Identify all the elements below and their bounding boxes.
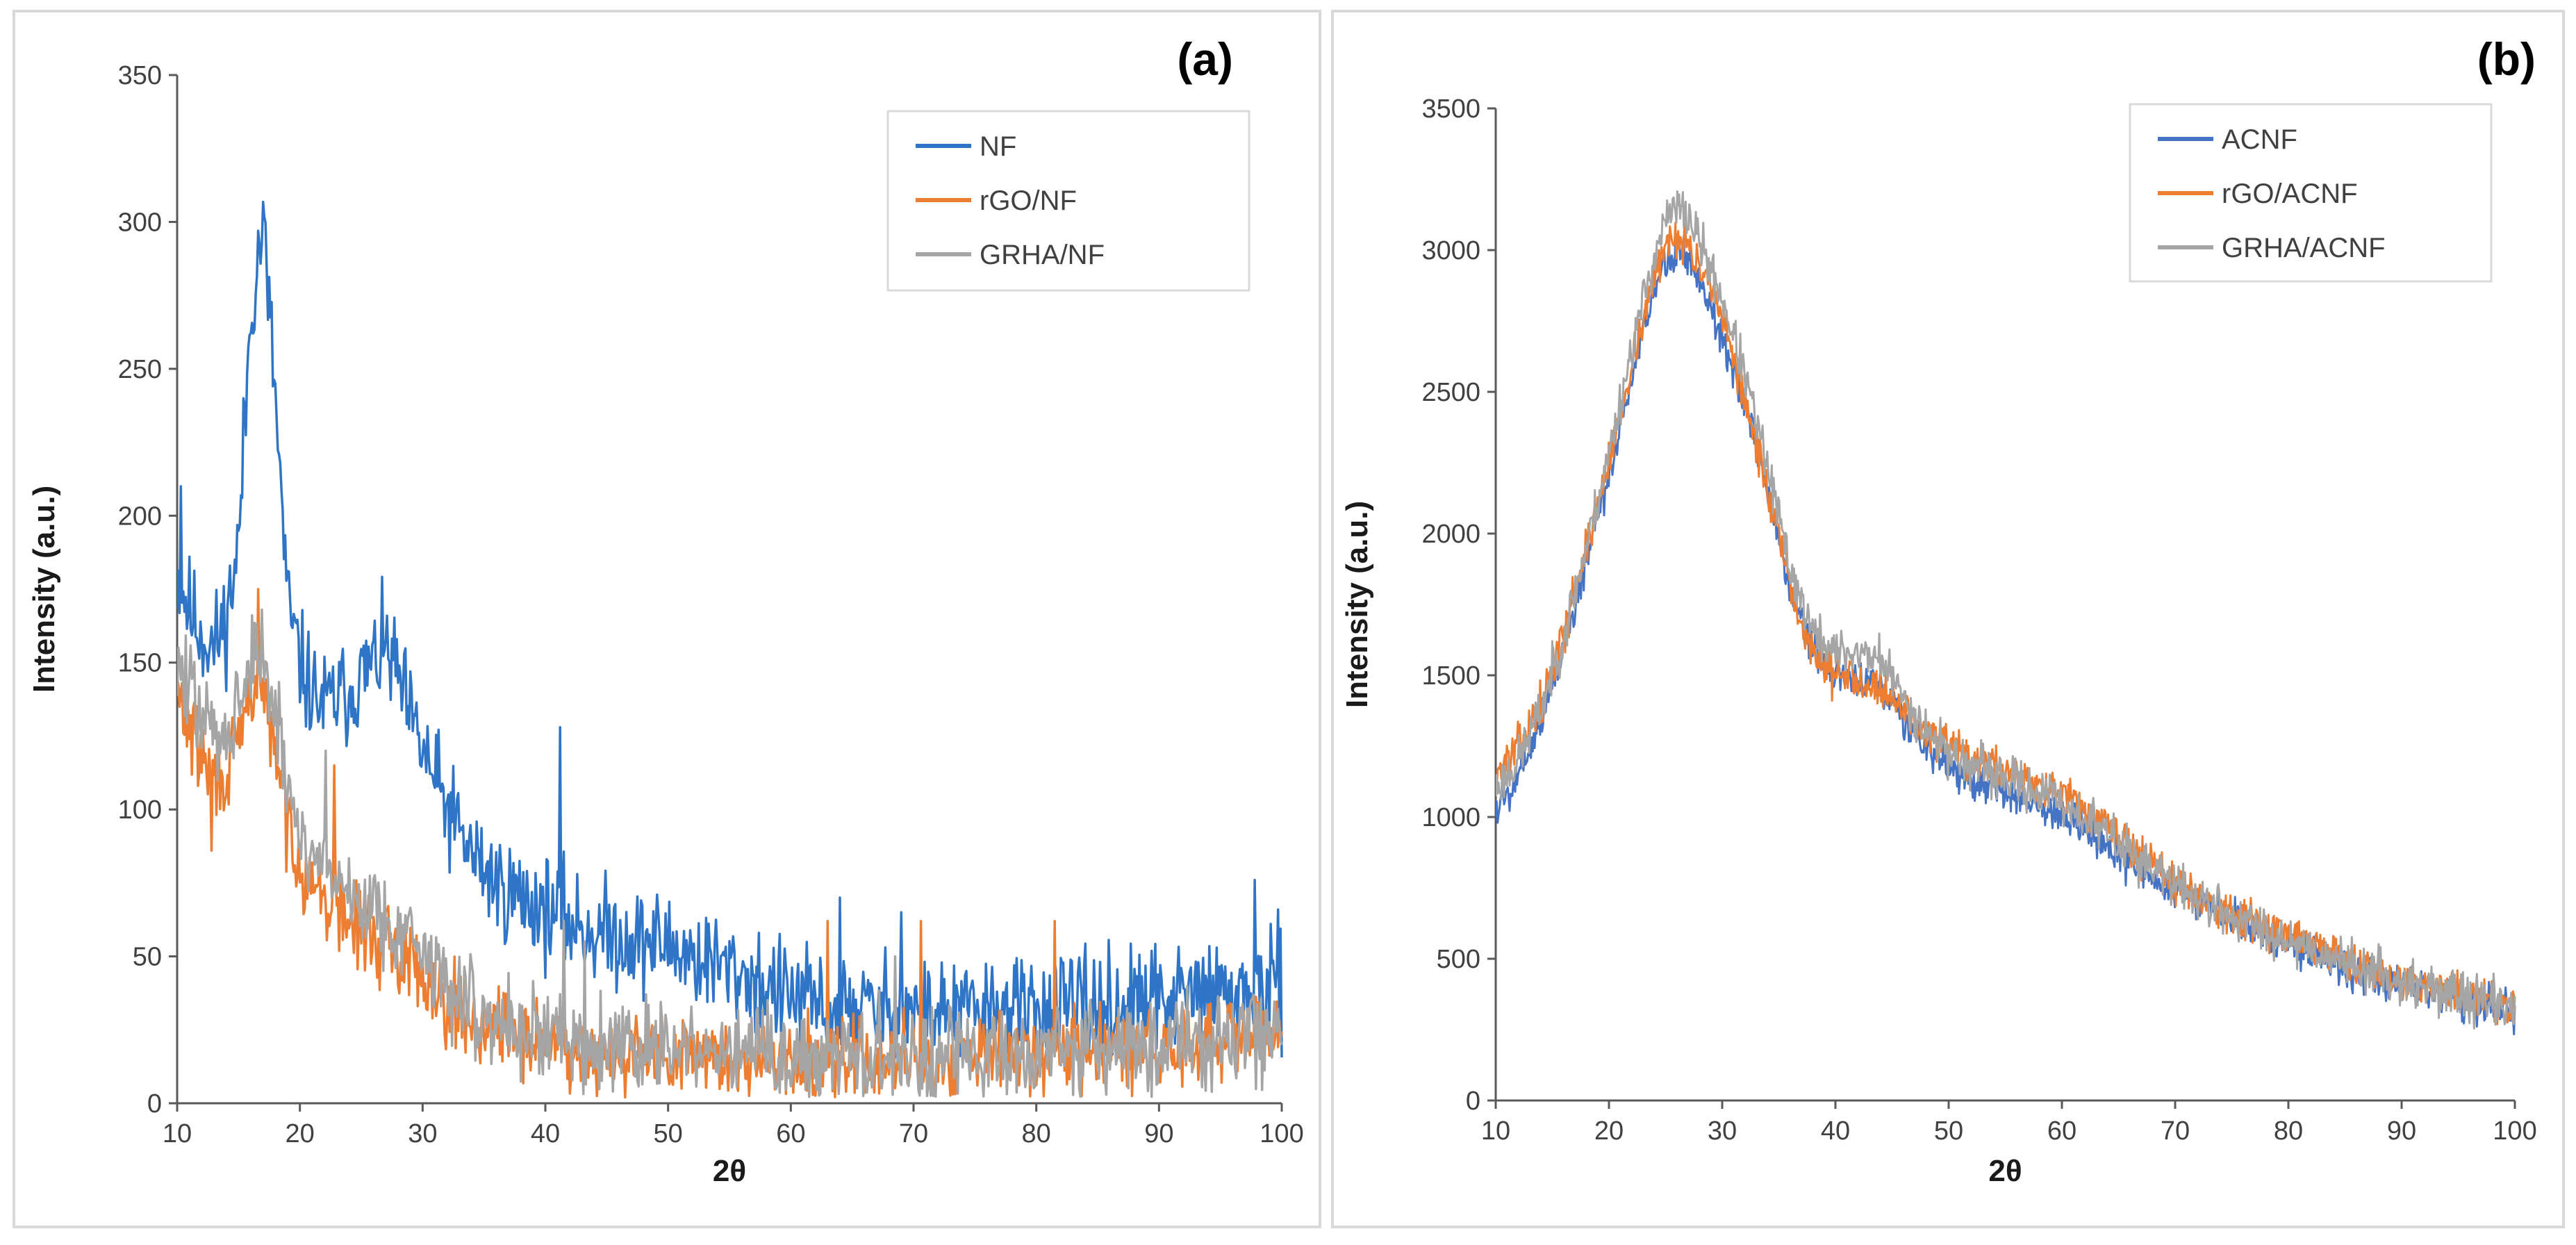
x-axis-title-a: 2θ	[713, 1154, 746, 1188]
x-tick-label-b: 90	[2387, 1116, 2416, 1146]
y-tick-label-b: 1500	[1421, 661, 1480, 691]
series-line-nf	[177, 200, 1283, 1075]
x-tick-label-a: 40	[531, 1119, 560, 1148]
y-axis-title-a: Intensity (a.u.)	[27, 486, 61, 693]
x-tick-label-a: 60	[776, 1119, 805, 1148]
y-tick-label-b: 3000	[1421, 236, 1480, 265]
x-tick-label-a: 90	[1144, 1119, 1173, 1148]
y-tick-label-b: 2500	[1421, 378, 1480, 407]
y-tick-label-b: 3500	[1421, 94, 1480, 124]
y-tick-label-a: 350	[118, 61, 162, 90]
series-line-grha-acnf	[1496, 190, 2516, 1030]
x-tick-label-b: 60	[2047, 1116, 2077, 1146]
x-tick-label-b: 100	[2493, 1116, 2536, 1146]
legend-label-a: rGO/NF	[980, 185, 1077, 216]
y-axis-title-b: Intensity (a.u.)	[1340, 501, 1374, 708]
y-tick-label-a: 50	[133, 943, 162, 972]
series-line-rgo-nf	[177, 588, 1283, 1099]
panel-label-b: (b)	[2477, 33, 2536, 85]
legend-label-b: rGO/ACNF	[2222, 179, 2358, 209]
y-tick-label-a: 300	[118, 208, 162, 237]
legend-label-a: NF	[980, 131, 1016, 162]
x-tick-label-a: 10	[163, 1119, 192, 1148]
x-tick-label-a: 100	[1260, 1119, 1303, 1148]
panel-a-chart: 0 50 100 150 200 250 300 350 10 20 30 40 50 60 70 80 90 1…	[27, 33, 1304, 1188]
x-tick-label-b: 70	[2161, 1116, 2190, 1146]
legend-label-b: ACNF	[2222, 124, 2297, 155]
y-tick-label-b: 0	[1466, 1087, 1480, 1116]
x-axis-title-b: 2θ	[1988, 1154, 2022, 1188]
y-tick-label-a: 0	[147, 1089, 162, 1119]
x-tick-label-b: 30	[1708, 1116, 1737, 1146]
x-tick-label-a: 80	[1022, 1119, 1051, 1148]
y-tick-label-a: 100	[118, 795, 162, 825]
legend-label-a: GRHA/NF	[980, 240, 1105, 270]
panel-a-frame	[13, 10, 1321, 1228]
y-tick-label-a: 200	[118, 502, 162, 531]
x-tick-label-b: 40	[1821, 1116, 1850, 1146]
y-tick-label-a: 150	[118, 649, 162, 678]
panel-b-chart: 0 500 1000 1500 2000 2500 3000 3500 10 20 30 40 50 60…	[1340, 33, 2537, 1188]
x-tick-label-b: 50	[1934, 1116, 1963, 1146]
x-tick-label-a: 30	[408, 1119, 437, 1148]
x-tick-label-b: 20	[1594, 1116, 1624, 1146]
panel-b-frame	[1331, 10, 2565, 1228]
x-tick-label-a: 20	[286, 1119, 315, 1148]
legend-label-b: GRHA/ACNF	[2222, 233, 2386, 263]
x-tick-label-a: 50	[654, 1119, 683, 1148]
x-tick-label-b: 10	[1481, 1116, 1510, 1146]
y-tick-label-a: 250	[118, 355, 162, 384]
y-tick-label-b: 2000	[1421, 520, 1480, 549]
panel-label-a: (a)	[1177, 33, 1233, 85]
y-tick-label-b: 1000	[1421, 803, 1480, 832]
series-line-grha-nf	[177, 608, 1283, 1098]
x-tick-label-b: 80	[2274, 1116, 2303, 1146]
x-tick-label-a: 70	[899, 1119, 928, 1148]
y-tick-label-b: 500	[1437, 945, 1480, 974]
